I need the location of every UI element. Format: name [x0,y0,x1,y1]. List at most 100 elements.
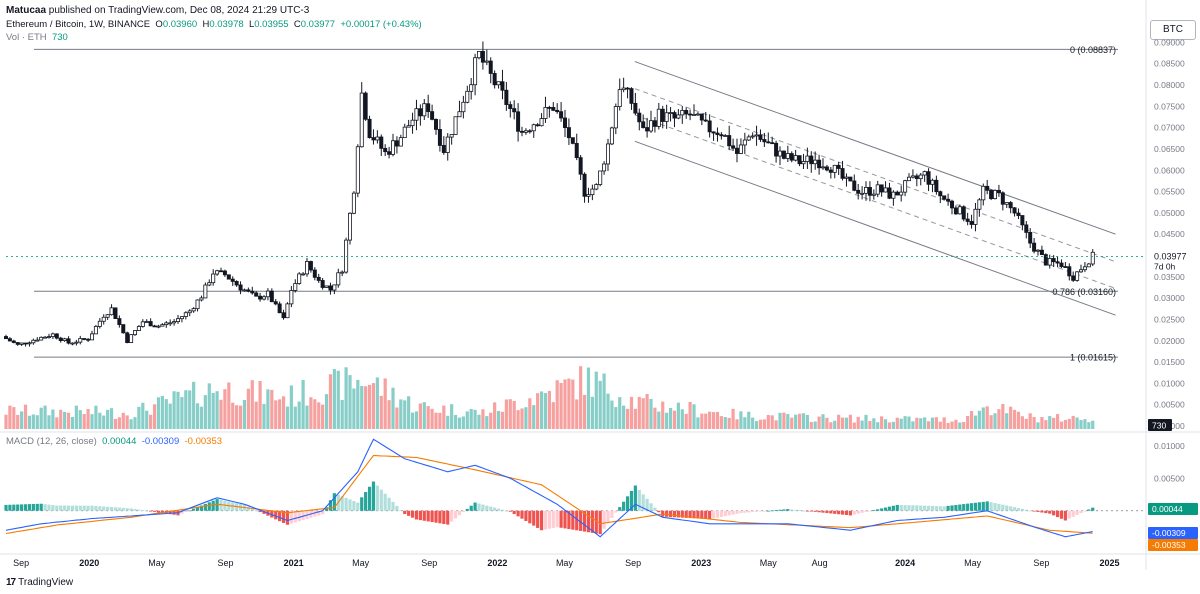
macd-hist-bar [278,510,282,522]
candle-body [899,191,904,196]
volume-bar [266,389,270,429]
volume-bar [586,367,591,429]
volume-bar [754,421,759,429]
volume-bar [711,412,716,429]
volume-bar [371,383,376,429]
currency-button[interactable]: BTC [1150,20,1196,40]
volume-bar [192,381,196,429]
volume-bar [1087,422,1091,429]
volume-bar [770,415,774,429]
macd-hist-bar [31,503,35,511]
candle-body [90,333,95,341]
macd-hist-bar [997,503,1001,511]
candle-body [656,108,661,127]
volume-bar [704,413,708,429]
macd-hist-bar [989,502,993,511]
volume-bars [4,366,1095,429]
volume-bar [1083,419,1087,429]
candle-body [840,168,845,179]
low-value: 0.03955 [254,19,289,30]
macd-hist-bar [262,510,266,514]
macd-hist-bar [82,505,86,511]
macd-hist-bar [86,505,90,511]
macd-hist-bar [872,510,876,511]
volume-bar [188,390,192,429]
candle-body [703,119,708,122]
macd-hist-bar [915,505,919,511]
macd-hist-bar [786,509,790,511]
change-value: +0.00017 (+0.43%) [340,19,422,30]
candle-body [402,126,407,139]
volume-bar [934,417,938,429]
volume-label[interactable]: Vol · ETH [6,32,47,43]
candle-body [864,187,869,194]
candle-body [187,310,192,314]
volume-bar [203,395,207,429]
volume-bar [1044,420,1048,429]
time-tick-label: May [148,558,166,568]
volume-bar [653,407,657,429]
time-tick-label: Sep [13,558,29,568]
candle-body [445,136,450,153]
macd-hist-bar [770,510,774,512]
macd-hist-bar [371,481,376,511]
macd-hist-bar [348,499,352,511]
macd-hist-bar [575,510,579,531]
volume-bar [375,377,379,429]
macd-hist-bar [8,504,12,511]
candle-body [215,270,220,275]
macd-hist-bar [723,510,727,517]
candle-body [414,108,419,121]
macd-hist-bar [383,493,387,511]
volume-bar [524,407,528,429]
candle-body [578,157,583,175]
candle-body [336,272,341,286]
volume-bar [1040,416,1044,429]
candle-body [727,135,732,147]
macd-hist-bar [98,506,102,511]
macd-tick-label: 0.01000 [1154,441,1185,451]
candle-body [946,198,951,202]
candle-body [58,337,63,341]
macd-hist-bar [51,505,55,511]
candle-body [551,107,556,111]
macd-hist-bar [899,504,903,511]
macd-hist-bar [715,510,720,518]
candle-body [981,185,986,201]
volume-bar [86,408,90,429]
volume-bar [700,413,704,429]
volume-bar [199,406,204,429]
macd-hist-bar [485,505,489,511]
volume-bar [719,416,723,429]
candle-body [203,284,208,299]
pair-title[interactable]: Ethereum / Bitcoin, 1W, BINANCE [6,19,151,30]
volume-bar [715,411,720,429]
candle-body [1020,215,1025,226]
author-name[interactable]: Matucaa [6,5,47,16]
candle-body [801,161,806,165]
volume-bar [450,404,454,429]
candle-body [523,130,528,133]
macd-hist-bar [489,506,493,511]
volume-bar [582,394,587,429]
candle-body [273,301,278,305]
volume-bar [661,401,665,429]
macd-label[interactable]: MACD (12, 26, close) [6,436,97,447]
macd-hist-bar [12,504,16,511]
candle-body [78,338,83,343]
volume-bar [391,387,395,429]
volume-bar [70,416,75,429]
volume-bar [379,395,383,429]
candle-body [465,90,470,103]
macd-hist-bar [215,499,219,511]
macd-hist-bar [274,510,278,520]
candle-body [316,276,321,281]
volume-bar [78,410,82,429]
volume-bar [1012,409,1017,429]
macd-hist-bar [856,510,860,514]
macd-hist-bar [1055,510,1060,518]
volume-bar [739,411,743,429]
volume-bar [215,391,219,429]
